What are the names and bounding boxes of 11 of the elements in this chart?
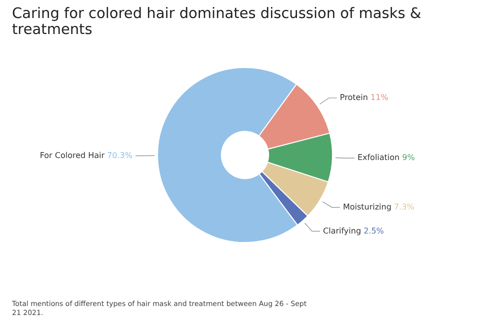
slice-label: Protein <box>340 93 371 102</box>
data-label: 70.3% <box>107 150 133 160</box>
chart-title: Caring for colored hair dominates discussion of masks & treatments <box>12 6 422 38</box>
slice-label: Clarifying <box>323 226 364 236</box>
slice-label: Moisturizing <box>342 202 394 212</box>
slice-label: Exfoliation <box>357 153 402 162</box>
data-label: 7.3% <box>394 202 415 212</box>
data-label: 2.5% <box>364 226 384 236</box>
data-label: 11% <box>370 93 389 102</box>
data-label: 9% <box>402 153 416 162</box>
slice-label: For Colored Hair <box>40 150 108 160</box>
